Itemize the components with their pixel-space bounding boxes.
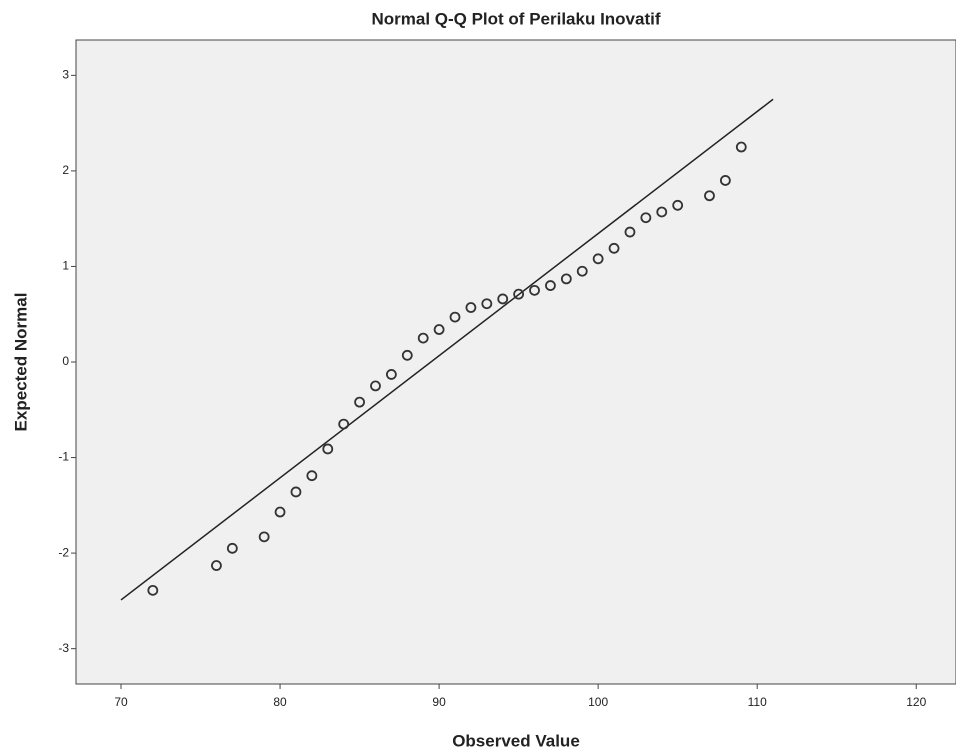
- point: [624, 226, 636, 238]
- x-tick-label: 90: [432, 695, 446, 709]
- point: [290, 486, 302, 498]
- y-tick-label: -2: [58, 545, 69, 559]
- point: [545, 280, 556, 291]
- y-tick-label: 0: [62, 354, 69, 368]
- y-tick-label: -3: [58, 641, 69, 655]
- point: [608, 242, 620, 254]
- point: [370, 380, 381, 392]
- x-axis-label: Observed Value: [452, 731, 580, 750]
- point: [576, 265, 588, 277]
- point: [529, 284, 540, 296]
- point: [735, 141, 747, 153]
- point: [417, 332, 429, 344]
- point: [226, 542, 238, 554]
- y-tick-label: 2: [62, 163, 69, 177]
- x-tick-label: 100: [588, 695, 608, 709]
- point: [560, 273, 572, 285]
- x-tick-label: 80: [273, 695, 287, 709]
- point: [401, 349, 413, 361]
- point: [449, 311, 461, 323]
- point: [306, 470, 318, 482]
- point: [147, 584, 159, 596]
- point: [258, 531, 270, 543]
- point: [481, 298, 493, 310]
- point: [497, 293, 509, 305]
- point: [719, 175, 731, 186]
- x-tick-label: 120: [906, 695, 926, 709]
- point: [704, 190, 715, 202]
- point: [274, 506, 286, 518]
- point: [433, 324, 445, 335]
- y-tick-label: 1: [62, 259, 69, 273]
- point: [592, 253, 604, 265]
- y-tick-label: 3: [62, 68, 69, 82]
- x-tick-label: 110: [748, 695, 767, 709]
- point: [513, 288, 525, 300]
- point: [672, 199, 684, 211]
- point: [640, 212, 652, 224]
- point: [385, 369, 397, 380]
- point: [656, 206, 668, 218]
- y-tick-label: -1: [58, 450, 69, 464]
- point: [322, 443, 334, 455]
- y-axis-label: Expected Normal: [11, 293, 30, 432]
- point: [211, 560, 222, 571]
- chart-title: Normal Q-Q Plot of Perilaku Inovatif: [371, 9, 660, 28]
- x-tick-label: 70: [114, 695, 128, 709]
- point: [338, 418, 350, 430]
- plot-area: [75, 39, 956, 685]
- point: [354, 396, 365, 408]
- point: [465, 302, 477, 313]
- reference-line: [120, 98, 774, 601]
